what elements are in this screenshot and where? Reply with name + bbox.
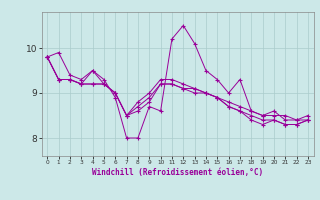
X-axis label: Windchill (Refroidissement éolien,°C): Windchill (Refroidissement éolien,°C) <box>92 168 263 177</box>
